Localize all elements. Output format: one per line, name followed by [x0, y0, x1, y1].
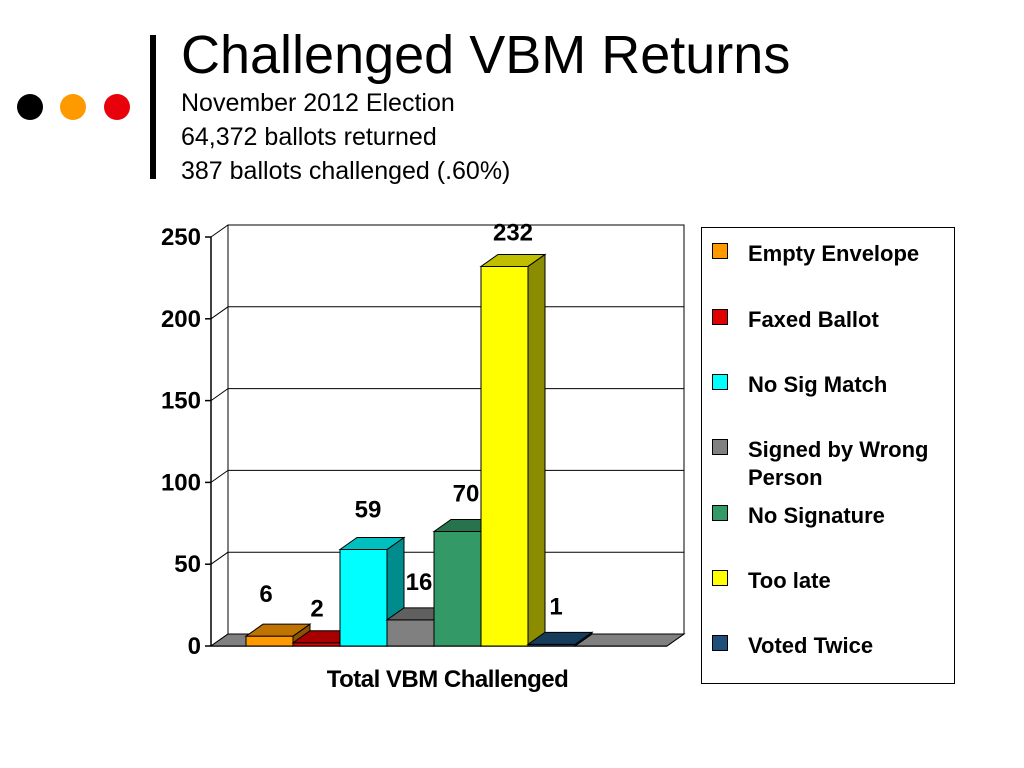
gridline-side — [210, 224, 229, 238]
y-tick-label: 100 — [161, 469, 201, 496]
subtitle-returned: 64,372 ballots returned — [181, 123, 437, 151]
decor-dot-black — [17, 94, 43, 120]
legend-label: No Sig Match — [748, 372, 888, 397]
bar-no-sig-match-face — [339, 548, 388, 647]
subtitle-election: November 2012 Election — [181, 89, 455, 117]
bar-signed-by-wrong-person-face — [386, 619, 435, 647]
bar-no-signature-face — [433, 530, 482, 647]
bar-too-late — [479, 253, 547, 647]
y-tick-label: 0 — [188, 633, 201, 660]
bar-no-sig-match-face — [338, 536, 406, 550]
legend-label: Faxed Ballot — [748, 307, 879, 332]
title-divider — [150, 35, 156, 179]
legend-label: Voted Twice — [748, 633, 874, 658]
legend-swatch — [712, 635, 728, 651]
data-label: 70 — [453, 480, 480, 507]
subtitle-challenged: 387 ballots challenged (.60%) — [181, 157, 511, 185]
floor-segment-right — [573, 633, 686, 647]
y-tick-label: 150 — [161, 388, 201, 415]
bar-voted-twice-face — [526, 631, 594, 645]
data-label: 59 — [355, 496, 382, 523]
gridline-side — [210, 551, 229, 565]
legend-label: Signed by Wrong Person — [748, 437, 929, 490]
chart-legend: Empty Envelope Faxed Ballot No Sig Match Si… — [701, 227, 955, 684]
bar-too-late-face — [527, 253, 546, 647]
data-label: 16 — [406, 569, 433, 596]
y-tick-label: 50 — [174, 551, 201, 578]
bar-too-late-face — [480, 265, 529, 647]
data-label: 6 — [259, 581, 272, 608]
data-label: 2 — [310, 596, 323, 623]
y-tick-label: 200 — [161, 306, 201, 333]
gridline-side — [210, 469, 229, 483]
legend-swatch — [712, 570, 728, 586]
bar-too-late-face — [479, 253, 547, 267]
legend-swatch — [712, 505, 728, 521]
legend-label: No Signature — [748, 503, 885, 528]
bar-empty-envelope-face — [245, 635, 294, 647]
gridline-side — [210, 388, 229, 402]
decor-dot-red — [104, 94, 130, 120]
y-tick-label: 250 — [161, 224, 201, 251]
legend-swatch — [712, 374, 728, 390]
legend-swatch — [712, 243, 728, 259]
legend-label: Too late — [748, 568, 831, 593]
data-label: 232 — [493, 219, 533, 246]
legend-swatch — [712, 439, 728, 455]
bar-empty-envelope — [244, 623, 312, 647]
x-category-label: Total VBM Challenged — [327, 666, 569, 693]
legend-label: Empty Envelope — [748, 241, 920, 266]
gridline-side — [210, 306, 229, 320]
data-label: 1 — [549, 593, 562, 620]
legend-swatch — [712, 309, 728, 325]
slide-title: Challenged VBM Returns — [181, 25, 791, 85]
title-block: Challenged VBM Returns November 2012 Ele… — [181, 24, 790, 188]
bar-empty-envelope-face — [244, 623, 312, 637]
bar-voted-twice — [526, 631, 594, 647]
decor-dot-orange — [60, 94, 86, 120]
